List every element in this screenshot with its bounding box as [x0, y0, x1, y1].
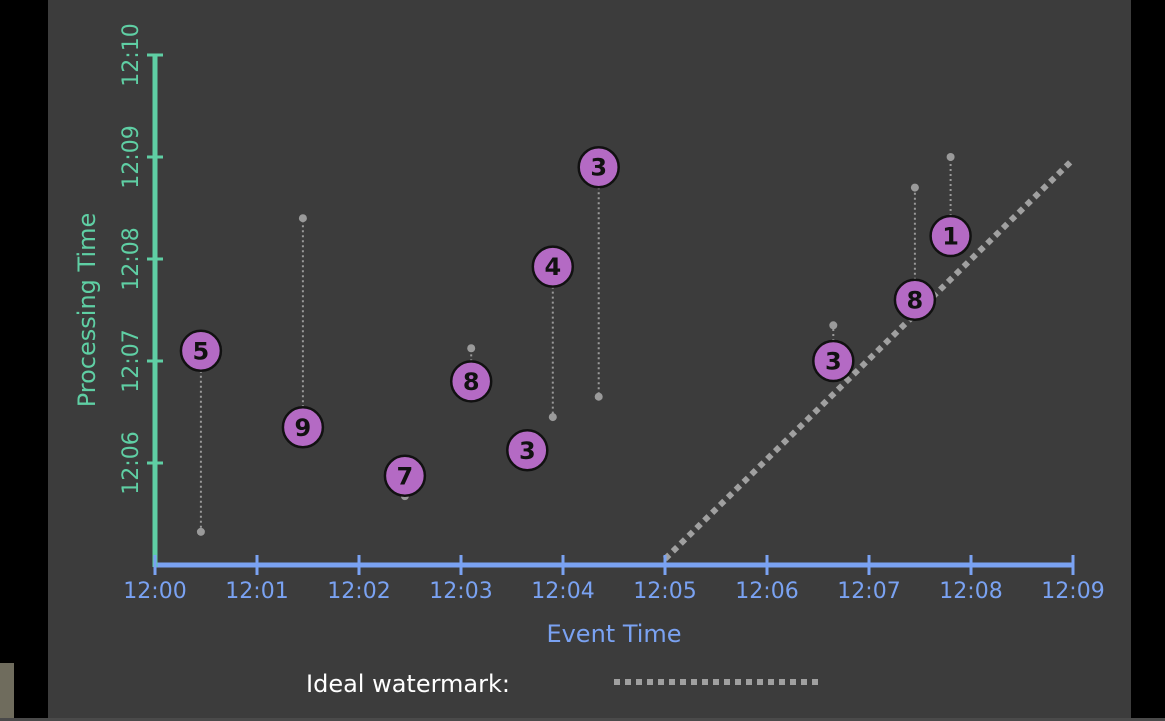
left-edge-sliver [0, 663, 14, 718]
x-tick-label: 12:09 [1041, 579, 1104, 604]
x-tick-label: 12:08 [939, 579, 1002, 604]
event-point-label: 3 [825, 348, 842, 376]
x-tick-label: 12:04 [531, 579, 594, 604]
event-point [383, 454, 427, 497]
y-tick-label: 12:06 [119, 431, 144, 494]
x-tick-label: 12:07 [837, 579, 900, 604]
event-point [179, 329, 223, 373]
ideal-time-dot [829, 321, 838, 330]
legend-label: Ideal watermark: [306, 670, 510, 698]
ideal-time-dot [298, 214, 307, 223]
event-point-label: 4 [544, 253, 561, 281]
event-point [449, 360, 493, 403]
event-point-label: 7 [397, 462, 414, 490]
ideal-time-dot [946, 153, 955, 161]
ideal-watermark-line [662, 157, 1076, 562]
event-point [893, 278, 937, 322]
ideal-time-dot [594, 392, 603, 401]
x-tick-label: 12:01 [225, 579, 288, 604]
event-point [812, 339, 855, 383]
event-point [577, 145, 620, 189]
x-tick-label: 12:05 [633, 579, 696, 604]
event-point [506, 429, 549, 472]
bottom-strip [0, 718, 1165, 721]
event-point [929, 214, 972, 258]
slide-background [48, 0, 1131, 718]
event-point-label: 8 [463, 368, 480, 396]
event-point-label: 8 [907, 286, 924, 314]
y-tick-label: 12:10 [119, 23, 144, 86]
event-point-label: 1 [942, 223, 959, 251]
event-point-label: 3 [590, 154, 607, 182]
ideal-time-dot [910, 183, 919, 192]
y-tick-label: 12:07 [119, 329, 144, 392]
event-point-label: 3 [519, 437, 536, 465]
event-point [531, 245, 575, 288]
x-tick-label: 12:00 [123, 579, 186, 604]
x-tick-label: 12:06 [735, 579, 798, 604]
x-axis-title: Event Time [546, 620, 681, 648]
ideal-time-dot [467, 344, 476, 353]
y-axis-title: Processing Time [73, 213, 101, 408]
event-point-label: 5 [193, 337, 210, 365]
ideal-time-dot [548, 413, 557, 422]
y-tick-label: 12:09 [119, 125, 144, 188]
x-tick-label: 12:03 [429, 579, 492, 604]
ideal-time-dot [196, 527, 205, 536]
y-tick-label: 12:08 [119, 227, 144, 290]
event-point-label: 9 [295, 414, 312, 442]
x-tick-label: 12:02 [327, 579, 390, 604]
event-point [281, 406, 325, 449]
